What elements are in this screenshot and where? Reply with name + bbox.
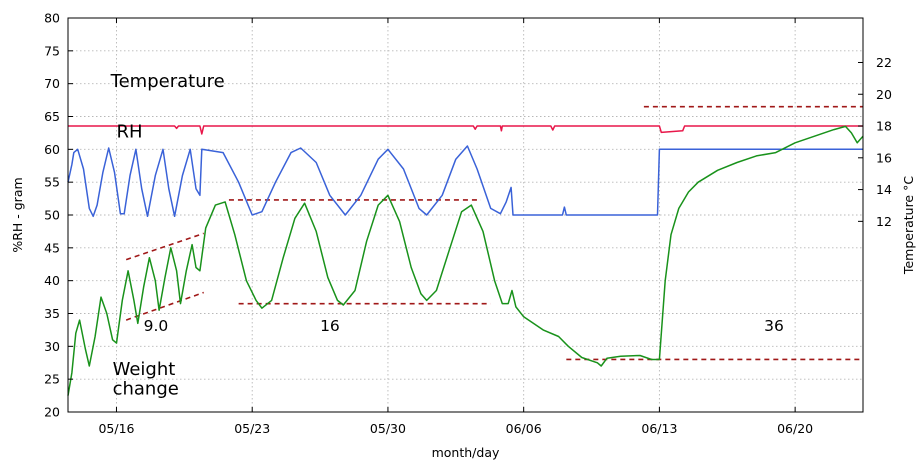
x-tick-label: 05/30 — [370, 421, 406, 436]
x-tick-label: 05/16 — [98, 421, 134, 436]
series-line-rh — [67, 145, 863, 218]
reference-line — [125, 232, 204, 261]
y-left-tick-label: 65 — [44, 109, 60, 124]
y-right-tick-label: 18 — [876, 119, 892, 134]
y-left-tick-label: 50 — [44, 208, 60, 223]
annotation-label: 9.0 — [144, 317, 169, 335]
series-line-temperature — [68, 125, 863, 135]
annotation-label: Temperature — [110, 71, 225, 92]
ticks-layer: 05/16 05/23 05/30 06/06 06/13 06/20 20 25 30 35 40… — [44, 11, 892, 437]
y-left-tick-label: 55 — [44, 175, 60, 190]
y-left-tick-label: 80 — [44, 11, 60, 26]
x-tick-label: 06/13 — [641, 421, 677, 436]
x-tick-label: 06/20 — [777, 421, 813, 436]
y-left-tick-label: 60 — [44, 142, 60, 157]
x-axis-title: month/day — [432, 445, 500, 460]
y-axis-right-title: Temperature °C — [901, 176, 916, 275]
y-left-tick-label: 20 — [44, 405, 60, 420]
y-left-tick-label: 25 — [44, 372, 60, 387]
annotation-label: change — [113, 378, 179, 399]
y-axis-left-title: %RH - gram — [10, 177, 25, 252]
series-layer — [67, 125, 864, 396]
y-left-tick-label: 70 — [44, 76, 60, 91]
annotation-label: 36 — [764, 317, 784, 335]
y-left-tick-label: 30 — [44, 339, 60, 354]
y-right-tick-label: 12 — [876, 214, 892, 229]
x-tick-label: 06/06 — [506, 421, 542, 436]
y-right-tick-label: 16 — [876, 150, 892, 165]
annotation-label: 16 — [320, 317, 340, 335]
y-left-tick-label: 45 — [44, 240, 60, 255]
y-right-tick-label: 22 — [876, 55, 892, 70]
series-line-weight-change — [67, 125, 864, 396]
y-left-tick-label: 75 — [44, 43, 60, 58]
y-right-tick-label: 14 — [876, 182, 892, 197]
y-left-tick-label: 40 — [44, 273, 60, 288]
y-left-tick-label: 35 — [44, 306, 60, 321]
x-tick-label: 05/23 — [234, 421, 270, 436]
annotation-label: Weight — [113, 359, 176, 380]
annotation-label: RH — [116, 122, 142, 143]
y-right-tick-label: 20 — [876, 87, 892, 102]
